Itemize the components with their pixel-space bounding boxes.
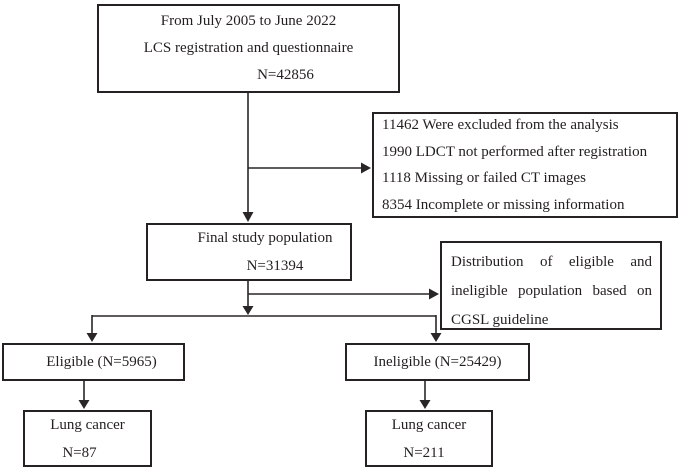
excluded-total-text: 11462 Were excluded from the analysis — [382, 117, 619, 133]
final-population-label: Final study population — [197, 230, 333, 246]
lung-cancer-eligible-label: Lung cancer — [50, 416, 125, 433]
box-distribution-note: Distribution of eligible and ineligible … — [440, 241, 662, 330]
eligible-count-text: Eligible (N=5965) — [46, 353, 157, 370]
arrowhead-ineligible-to-lung-cancer — [419, 400, 431, 409]
arrowhead-split-to-eligible — [86, 333, 98, 342]
registration-period-text: From July 2005 to June 2022 — [160, 13, 337, 29]
box-final-population: Final study population N=31394 — [146, 223, 352, 281]
box-registration: From July 2005 to June 2022 LCS registra… — [97, 4, 400, 93]
arrowhead-final-to-split — [242, 306, 254, 315]
excluded-incomplete-text: 8354 Incomplete or missing information — [382, 196, 625, 213]
ineligible-count-text: Ineligible (N=25429) — [373, 353, 502, 370]
arrowhead-split-to-ineligible — [430, 333, 442, 342]
box-ineligible: Ineligible (N=25429) — [345, 343, 530, 381]
lung-cancer-ineligible-label: Lung cancer — [391, 416, 467, 433]
box-lung-cancer-ineligible: Lung cancer N=211 — [365, 410, 493, 467]
box-excluded: 11462 Were excluded from the analysis 19… — [372, 112, 678, 218]
lung-cancer-eligible-count-text: N=87 — [62, 444, 97, 461]
arrowhead-eligible-to-lung-cancer — [78, 400, 90, 409]
arrowhead-registration-to-final — [242, 212, 254, 222]
registration-source-text: LCS registration and questionnaire — [143, 40, 354, 56]
box-lung-cancer-eligible: Lung cancer N=87 — [23, 410, 152, 467]
registration-count-text: N=42856 — [257, 67, 314, 83]
excluded-ct-images-text: 1118 Missing or failed CT images — [382, 170, 587, 186]
distribution-note-text: Distribution of eligible and ineligible … — [451, 254, 652, 328]
lung-cancer-ineligible-count-text: N=211 — [403, 444, 445, 461]
box-eligible: Eligible (N=5965) — [2, 343, 185, 381]
arrowhead-registration-to-excluded — [361, 162, 371, 174]
final-population-count-text: N=31394 — [246, 258, 304, 274]
excluded-ldct-text: 1990 LDCT not performed after registrati… — [382, 143, 648, 160]
arrowhead-final-to-distribution — [429, 288, 439, 300]
